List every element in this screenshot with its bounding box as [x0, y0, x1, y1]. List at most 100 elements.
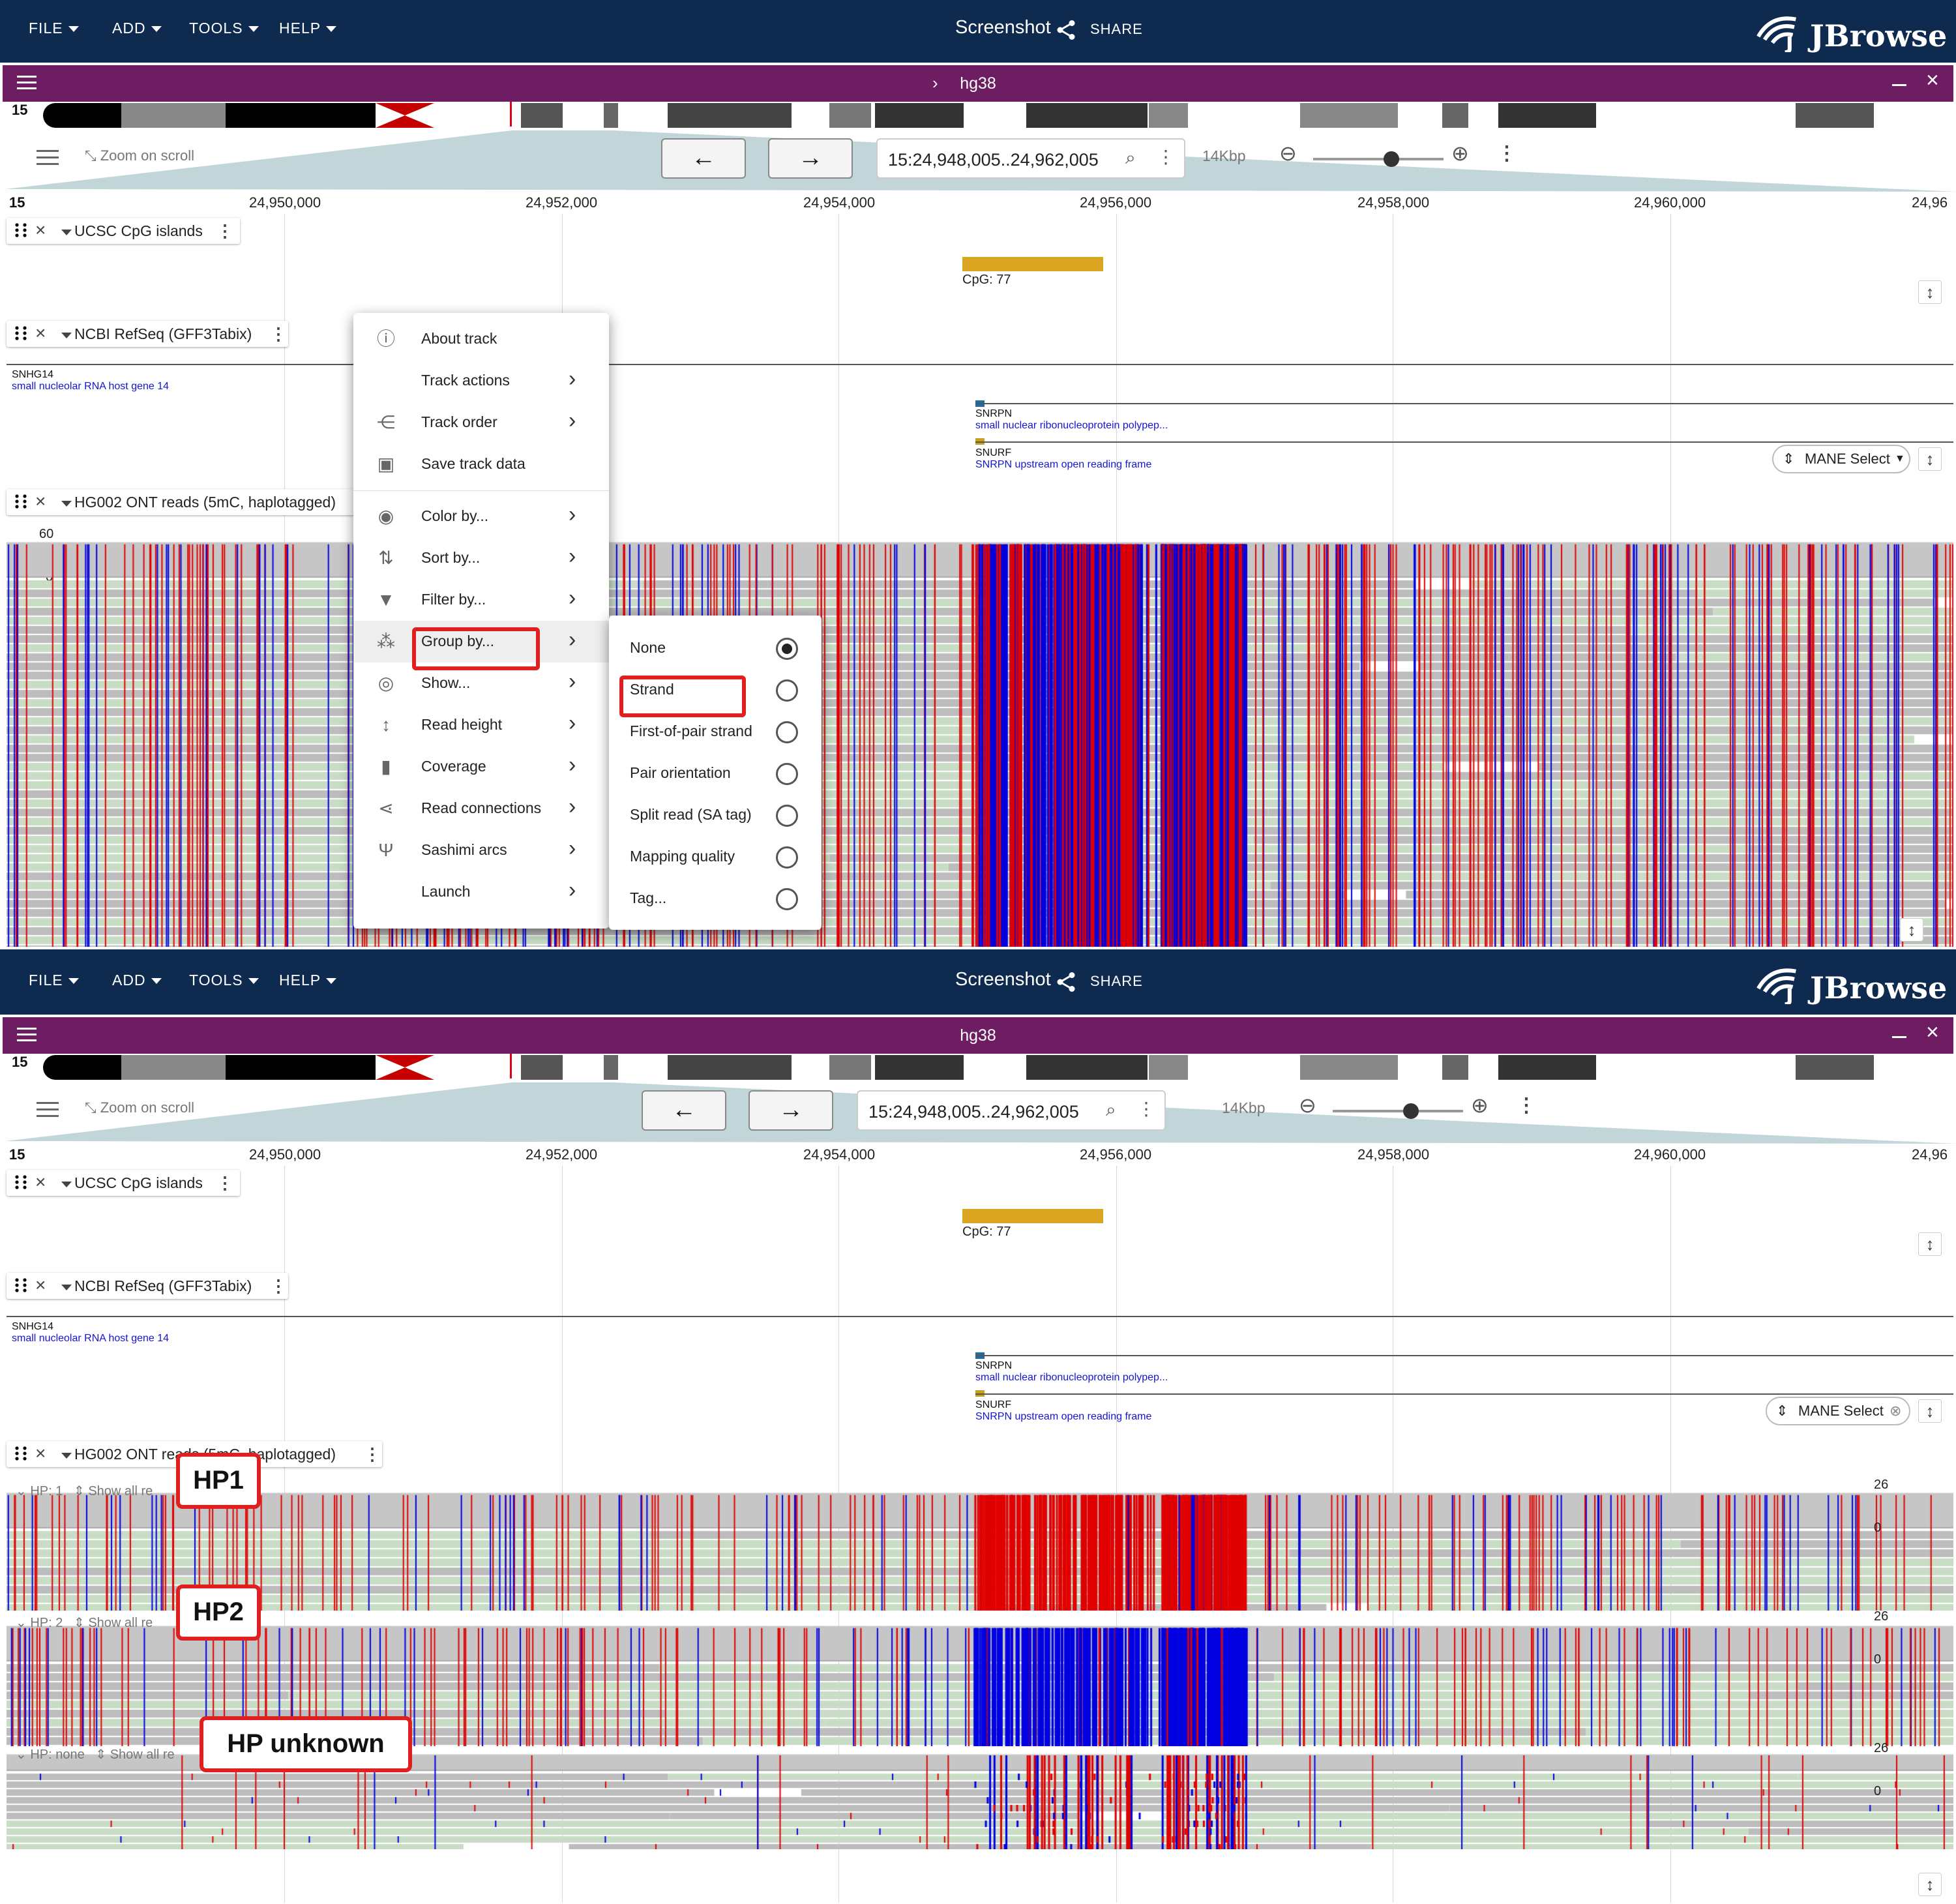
ideogram[interactable]: 15: [0, 1054, 1956, 1082]
collapse-track-icon[interactable]: [61, 1285, 72, 1290]
submenu-item-split-read[interactable]: Split read (SA tag): [609, 794, 822, 836]
tools-menu[interactable]: TOOLS: [189, 972, 259, 989]
close-track-icon[interactable]: ×: [35, 323, 46, 343]
menu-item-save-track-data[interactable]: ▣ Save track data: [353, 443, 609, 485]
menu-item-track-order[interactable]: ⋲ Track order ›: [353, 402, 609, 443]
location-search-input[interactable]: 15:24,948,005..24,962,005 ⌕ ⋮: [876, 138, 1185, 179]
track-menu-icon[interactable]: ⋮: [216, 221, 233, 241]
show-all-reads-button[interactable]: Show all re: [110, 1748, 175, 1762]
track-resize-icon[interactable]: ↕: [1918, 1399, 1942, 1423]
alignments-area[interactable]: [7, 536, 1953, 947]
collapse-track-icon[interactable]: [61, 230, 72, 235]
drag-handle-icon[interactable]: [14, 222, 27, 238]
track-menu-icon[interactable]: ⋮: [270, 324, 287, 344]
mane-select-filter[interactable]: ⇕ MANE Select ▼: [1772, 445, 1910, 473]
track-label-cpg[interactable]: × UCSC CpG islands ⋮: [7, 1170, 240, 1196]
menu-item-coverage[interactable]: ▮ Coverage ›: [353, 746, 609, 788]
zoom-slider-thumb[interactable]: [1384, 151, 1399, 167]
menu-item-color-by[interactable]: ◉ Color by... ›: [353, 496, 609, 537]
track-resize-icon[interactable]: ↕: [1900, 918, 1923, 942]
collapse-track-icon[interactable]: [61, 333, 72, 338]
submenu-item-pair-orientation[interactable]: Pair orientation: [609, 752, 822, 794]
view-options-icon[interactable]: ⋮: [1517, 1095, 1536, 1116]
track-label-refseq[interactable]: × NCBI RefSeq (GFF3Tabix) ⋮: [7, 1273, 288, 1299]
menu-item-read-height[interactable]: ↕ Read height ›: [353, 704, 609, 746]
gene-snurf-line[interactable]: [975, 1393, 1953, 1395]
minimize-icon[interactable]: [1892, 73, 1906, 86]
zoom-slider[interactable]: [1313, 158, 1444, 160]
group-header-none[interactable]: ⌄ HP: none ⇕ Show all re: [16, 1748, 175, 1762]
location-more-icon[interactable]: ⋮: [1137, 1099, 1155, 1119]
gene-snurf-line[interactable]: [975, 441, 1953, 443]
close-view-icon[interactable]: ×: [1926, 68, 1939, 93]
cpg-feature[interactable]: [962, 257, 1103, 271]
track-menu-icon[interactable]: ⋮: [270, 1276, 287, 1296]
track-resize-icon[interactable]: ↕: [1918, 1873, 1942, 1896]
share-button[interactable]: SHARE: [1090, 973, 1143, 989]
help-menu[interactable]: HELP: [279, 20, 337, 37]
gene-snhg14-line[interactable]: [7, 364, 1953, 365]
gene-snhg14-line[interactable]: [7, 1316, 1953, 1317]
menu-item-show[interactable]: ◎ Show... ›: [353, 662, 609, 704]
collapse-track-icon[interactable]: [61, 1453, 72, 1459]
track-menu-icon[interactable]: ⋮: [364, 1444, 381, 1464]
search-icon[interactable]: ⌕: [1125, 147, 1136, 168]
gene-snrpn-line[interactable]: [975, 403, 1953, 404]
tools-menu[interactable]: TOOLS: [189, 20, 259, 37]
share-icon[interactable]: [1054, 970, 1078, 994]
group-header-hp1[interactable]: ⌄ HP: 1 ⇕ Show all re: [16, 1484, 153, 1498]
zoom-out-icon[interactable]: ⊖: [1279, 141, 1297, 165]
zoom-on-scroll-toggle[interactable]: ⤡ Zoom on scroll: [85, 1099, 194, 1116]
file-menu[interactable]: FILE: [29, 972, 79, 989]
location-search-input[interactable]: 15:24,948,005..24,962,005 ⌕ ⋮: [857, 1090, 1166, 1131]
drag-handle-icon[interactable]: [14, 1446, 27, 1461]
menu-item-track-actions[interactable]: Track actions ›: [353, 360, 609, 402]
ideogram[interactable]: 15: [0, 102, 1956, 130]
scroll-right-button[interactable]: →: [748, 1090, 833, 1131]
group-header-hp2[interactable]: ⌄ HP: 2 ⇕ Show all re: [16, 1616, 153, 1630]
zoom-on-scroll-toggle[interactable]: ⤡ Zoom on scroll: [85, 147, 194, 164]
gene-snrpn-line[interactable]: [975, 1355, 1953, 1356]
minimize-icon[interactable]: [1892, 1025, 1906, 1038]
search-icon[interactable]: ⌕: [1106, 1099, 1116, 1120]
drag-handle-icon[interactable]: [14, 1277, 27, 1293]
view-options-icon[interactable]: ⋮: [1497, 143, 1517, 164]
clear-filter-icon[interactable]: ⊗: [1889, 1403, 1902, 1419]
menu-item-launch[interactable]: Launch ›: [353, 871, 609, 913]
mane-select-filter[interactable]: ⇕ MANE Select ⊗: [1766, 1397, 1910, 1425]
drag-handle-icon[interactable]: [14, 1174, 27, 1190]
radio-icon[interactable]: [776, 679, 798, 702]
radio-icon[interactable]: [776, 846, 798, 869]
location-more-icon[interactable]: ⋮: [1157, 147, 1175, 167]
cpg-feature[interactable]: [962, 1209, 1103, 1223]
alignments-hp1[interactable]: [7, 1487, 1953, 1611]
submenu-item-first-of-pair-strand[interactable]: First-of-pair strand: [609, 711, 822, 752]
menu-item-read-connections[interactable]: ⋖ Read connections ›: [353, 788, 609, 829]
drag-handle-icon[interactable]: [14, 325, 27, 341]
add-menu[interactable]: ADD: [112, 20, 162, 37]
track-resize-icon[interactable]: ↕: [1918, 447, 1942, 471]
view-menu-icon[interactable]: [17, 1028, 37, 1043]
submenu-item-mapping-quality[interactable]: Mapping quality: [609, 836, 822, 878]
menu-item-about-track[interactable]: ⓘ About track: [353, 318, 609, 360]
track-selector-icon[interactable]: [37, 150, 59, 168]
zoom-slider[interactable]: [1333, 1110, 1463, 1112]
add-menu[interactable]: ADD: [112, 972, 162, 989]
share-button[interactable]: SHARE: [1090, 21, 1143, 37]
zoom-slider-thumb[interactable]: [1403, 1103, 1419, 1119]
collapse-track-icon[interactable]: [61, 501, 72, 507]
file-menu[interactable]: FILE: [29, 20, 79, 37]
track-menu-icon[interactable]: ⋮: [216, 1173, 233, 1193]
submenu-item-strand[interactable]: Strand: [609, 669, 822, 711]
menu-item-sort-by[interactable]: ⇅ Sort by... ›: [353, 537, 609, 579]
radio-icon[interactable]: [776, 888, 798, 910]
track-label-reads[interactable]: × HG002 ONT reads (5mC, haplotagged): [7, 489, 372, 515]
submenu-item-tag[interactable]: Tag...: [609, 878, 822, 919]
collapse-track-icon[interactable]: [61, 1182, 72, 1187]
close-view-icon[interactable]: ×: [1926, 1020, 1939, 1045]
scroll-left-button[interactable]: ←: [642, 1090, 726, 1131]
submenu-item-none[interactable]: None: [609, 627, 822, 669]
radio-icon[interactable]: [776, 721, 798, 743]
track-label-refseq[interactable]: × NCBI RefSeq (GFF3Tabix) ⋮: [7, 321, 288, 347]
close-track-icon[interactable]: ×: [35, 1275, 46, 1295]
